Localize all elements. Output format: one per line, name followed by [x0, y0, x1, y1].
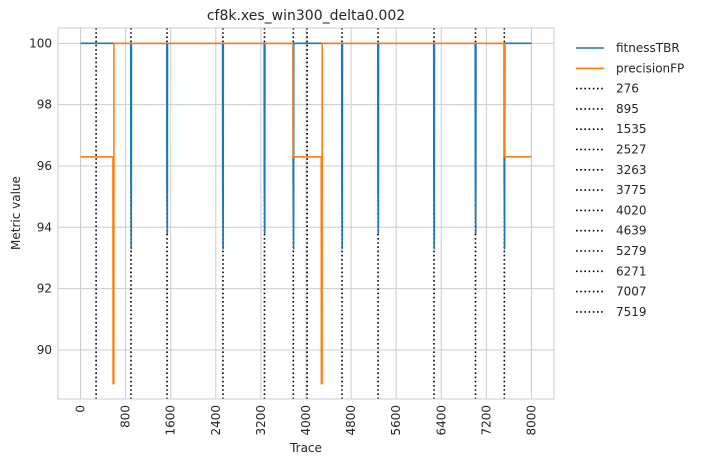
series-line [80, 42, 532, 250]
legend-label: precisionFP [616, 61, 684, 75]
y-axis-label: Metric value [9, 176, 23, 250]
y-tick-label: 94 [37, 220, 52, 234]
chart-title: cf8k.xes_win300_delta0.002 [207, 8, 405, 24]
legend-label: 1535 [616, 122, 647, 136]
x-tick-label: 2400 [209, 405, 223, 436]
y-tick-label: 96 [37, 159, 52, 173]
legend-label: 276 [616, 82, 639, 96]
x-tick-label: 8000 [524, 405, 538, 436]
x-tick-label: 0 [74, 405, 88, 413]
x-tick-label: 7200 [479, 405, 493, 436]
legend-label: 3263 [616, 163, 647, 177]
legend-label: 7007 [616, 285, 647, 299]
y-tick-labels: 90 92 94 96 98 100 [29, 36, 52, 357]
x-tick-label: 6400 [434, 405, 448, 436]
legend-label: 4020 [616, 203, 647, 217]
y-tick-label: 100 [29, 36, 52, 50]
x-tick-label: 4000 [299, 405, 313, 436]
y-tick-label: 90 [37, 343, 52, 357]
y-tick-label: 92 [37, 282, 52, 296]
legend-label: 6271 [616, 264, 647, 278]
x-tick-labels: 0 800 1600 2400 3200 4000 4800 5600 6400 7200 8000 [74, 405, 539, 436]
legend-label: 895 [616, 102, 639, 116]
y-tick-label: 98 [37, 98, 52, 112]
legend-label: 3775 [616, 183, 647, 197]
legend: fitnessTBR precisionFP 276 895 1535 2527 3263 3… [576, 41, 684, 319]
series-lines [80, 42, 532, 385]
series-line [80, 42, 532, 385]
x-tick-label: 1600 [164, 405, 178, 436]
x-axis-label: Trace [289, 441, 322, 455]
grid-lines [58, 28, 554, 399]
legend-label: 5279 [616, 244, 647, 258]
legend-label: 2527 [616, 143, 647, 157]
x-tick-label: 4800 [344, 405, 358, 436]
legend-label: fitnessTBR [616, 41, 680, 55]
x-tick-label: 3200 [254, 405, 268, 436]
legend-label: 4639 [616, 224, 647, 238]
x-tick-label: 800 [119, 405, 133, 428]
x-tick-label: 5600 [389, 405, 403, 436]
plot-frame [57, 27, 555, 400]
legend-label: 7519 [616, 305, 647, 319]
